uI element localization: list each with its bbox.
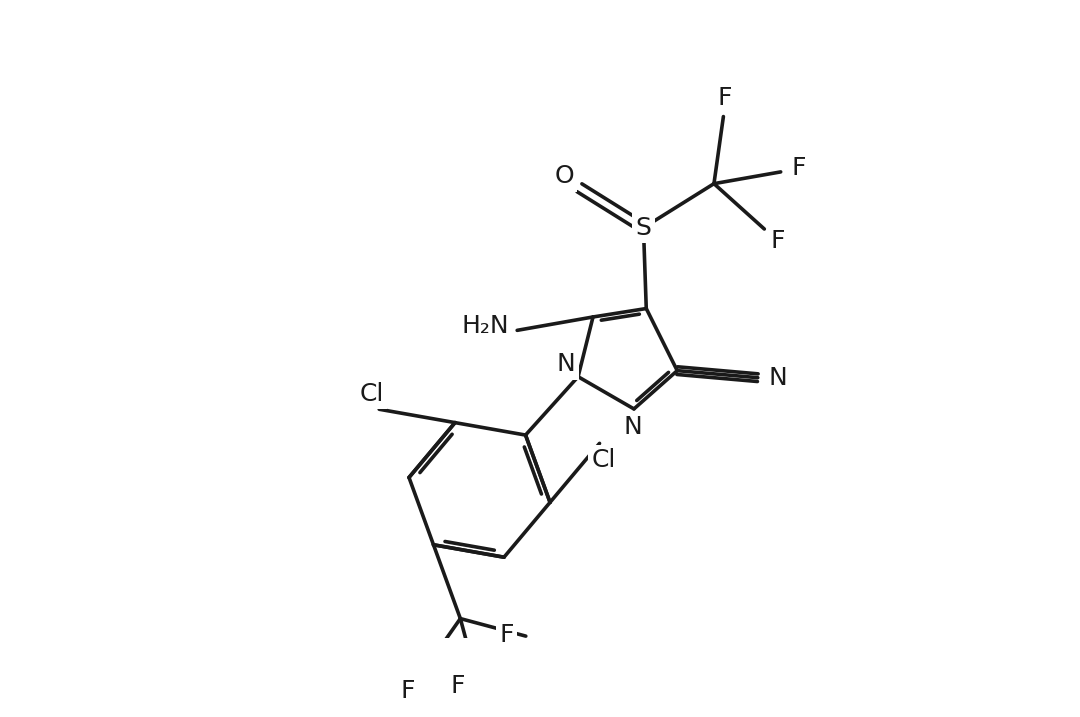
Text: O: O [554,164,573,188]
Text: Cl: Cl [591,448,616,473]
Text: N: N [768,366,787,389]
Text: F: F [792,156,807,180]
Text: N: N [623,415,642,440]
Text: H₂N: H₂N [462,315,510,338]
Text: F: F [401,679,415,703]
Text: N: N [556,352,576,376]
Text: Cl: Cl [360,382,383,406]
Text: F: F [718,86,732,110]
Text: F: F [499,622,514,647]
Text: F: F [771,229,785,253]
Text: S: S [635,216,651,239]
Text: F: F [450,673,465,698]
